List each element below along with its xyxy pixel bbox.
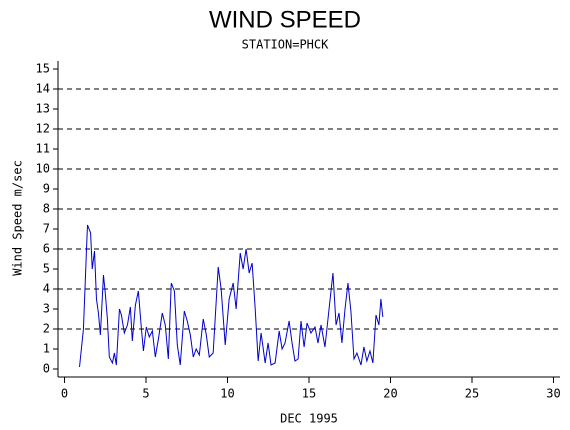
chart-title: WIND SPEED [209, 6, 361, 33]
x-tick-label: 5 [142, 387, 149, 401]
x-axis-label: DEC 1995 [280, 412, 338, 426]
y-tick-label: 1 [43, 342, 50, 356]
y-axis-label: Wind Speed m/sec [11, 160, 25, 276]
y-tick-label: 8 [43, 202, 50, 216]
x-tick-label: 25 [465, 387, 479, 401]
y-tick-label: 6 [43, 242, 50, 256]
y-tick-label: 10 [36, 162, 50, 176]
y-tick-label: 9 [43, 182, 50, 196]
y-tick-label: 15 [36, 62, 50, 76]
y-tick-label: 13 [36, 102, 50, 116]
x-tick-label: 0 [61, 387, 68, 401]
y-tick-label: 0 [43, 362, 50, 376]
x-tick-label: 15 [302, 387, 316, 401]
y-tick-label: 5 [43, 262, 50, 276]
y-tick-label: 11 [36, 142, 50, 156]
x-tick-label: 30 [546, 387, 560, 401]
y-tick-label: 14 [36, 82, 50, 96]
y-tick-label: 2 [43, 322, 50, 336]
y-tick-label: 7 [43, 222, 50, 236]
data-line [79, 224, 384, 368]
y-tick-label: 4 [43, 282, 50, 296]
x-tick-label: 20 [383, 387, 397, 401]
chart-subtitle: STATION=PHCK [242, 38, 329, 52]
y-tick-label: 12 [36, 122, 50, 136]
x-tick-label: 10 [220, 387, 234, 401]
y-tick-label: 3 [43, 302, 50, 316]
